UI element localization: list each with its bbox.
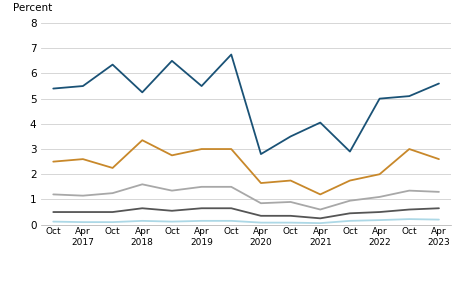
Text: Percent: Percent xyxy=(13,3,52,13)
